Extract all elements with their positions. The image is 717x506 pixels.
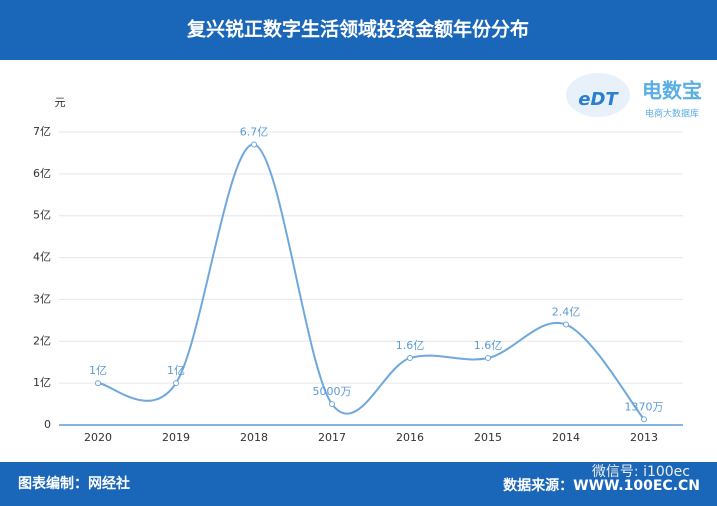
y-tick-label: 0 xyxy=(44,418,51,431)
point xyxy=(251,141,257,148)
data-label: 1.6亿 xyxy=(474,339,503,352)
y-tick-label: 6亿 xyxy=(33,167,51,180)
data-label: 1亿 xyxy=(89,364,107,377)
footer-right: 数据来源：WWW.100EC.CN xyxy=(503,477,700,494)
y-tick-label: 5亿 xyxy=(33,209,51,222)
x-tick-label: 2019 xyxy=(162,431,190,444)
point xyxy=(641,416,647,423)
point xyxy=(95,380,101,387)
point xyxy=(563,321,569,328)
logo-cloud xyxy=(566,73,630,117)
data-label: 2.4亿 xyxy=(552,306,581,319)
y-tick-label: 4亿 xyxy=(33,251,51,264)
footer-left: 图表编制：网经社 xyxy=(18,475,130,492)
x-tick-label: 2013 xyxy=(630,431,658,444)
data-label: 5000万 xyxy=(313,385,352,398)
data-label: 1.6亿 xyxy=(396,339,425,352)
y-tick-label: 7亿 xyxy=(33,125,51,138)
header-bar xyxy=(0,0,717,60)
logo-subtitle: 电商大数据库 xyxy=(645,108,699,120)
data-label: 1亿 xyxy=(167,364,185,377)
data-label: 6.7亿 xyxy=(240,126,269,139)
x-tick-label: 2014 xyxy=(552,431,580,444)
logo: eDT 电数宝 电商大数据库 xyxy=(566,73,702,120)
point xyxy=(407,355,413,362)
footer-bar xyxy=(0,462,717,506)
logo-name: 电数宝 xyxy=(642,79,702,103)
y-tick-label: 2亿 xyxy=(33,334,51,347)
watermark: 微信号: i100ec xyxy=(592,464,690,480)
x-tick-label: 2020 xyxy=(84,431,112,444)
chart-title: 复兴锐正数字生活领域投资金额年份分布 xyxy=(186,18,529,41)
logo-mark: eDT xyxy=(578,89,619,110)
y-tick-label: 1亿 xyxy=(33,376,51,389)
point xyxy=(485,355,491,362)
data-label: 1370万 xyxy=(625,400,664,413)
y-axis-label: 元 xyxy=(55,96,66,109)
x-tick-label: 2017 xyxy=(318,431,346,444)
y-tick-label: 3亿 xyxy=(33,292,51,305)
x-tick-label: 2016 xyxy=(396,431,424,444)
x-tick-label: 2015 xyxy=(474,431,502,444)
point xyxy=(173,380,179,387)
point xyxy=(329,401,335,408)
x-tick-label: 2018 xyxy=(240,431,268,444)
